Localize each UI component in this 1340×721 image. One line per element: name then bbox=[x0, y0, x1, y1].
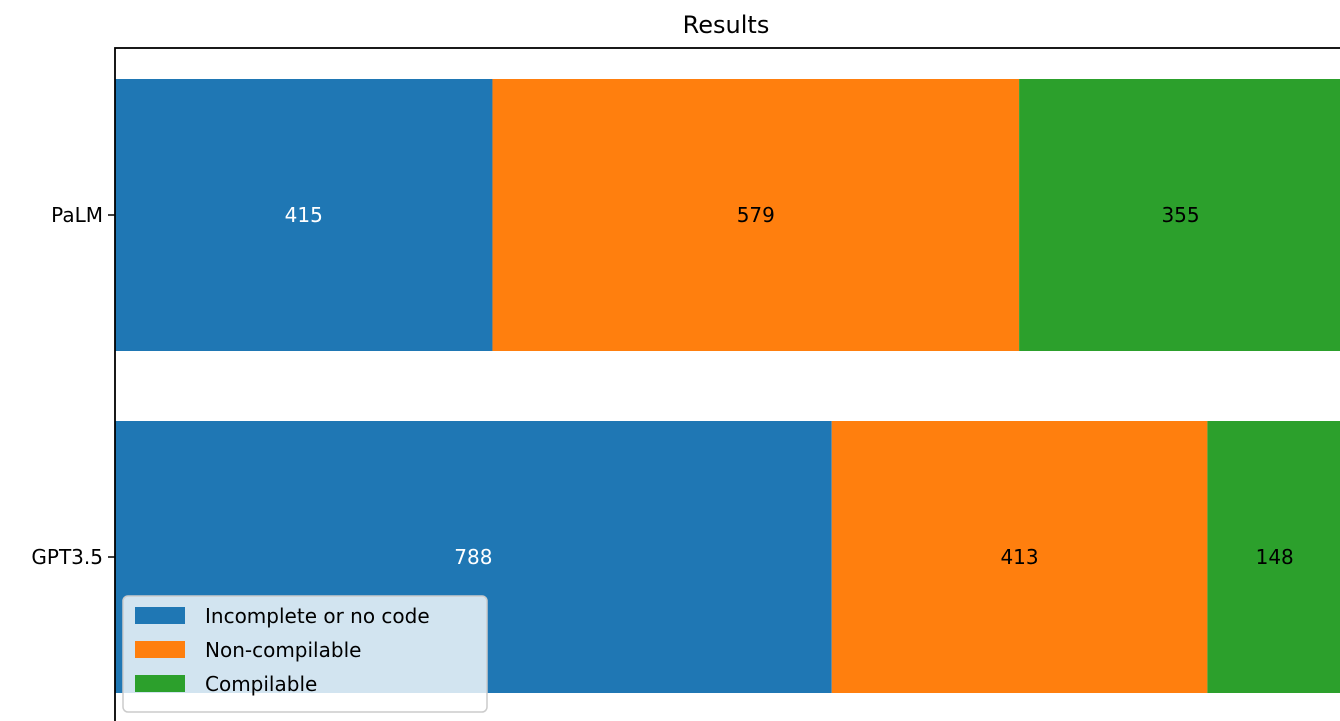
y-tick-label: PaLM bbox=[51, 203, 103, 227]
bar-palm-series-2 bbox=[1019, 79, 1340, 351]
y-tick-label: GPT3.5 bbox=[31, 545, 103, 569]
bar-value-label: 148 bbox=[1256, 545, 1294, 569]
bar-value-label: 415 bbox=[285, 203, 323, 227]
legend-box bbox=[122, 595, 488, 713]
legend-swatch bbox=[135, 607, 185, 624]
bar-palm-series-1 bbox=[492, 79, 1020, 351]
bar-value-label: 355 bbox=[1161, 203, 1199, 227]
legend-label: Incomplete or no code bbox=[205, 604, 430, 628]
bar-palm-series-0 bbox=[115, 79, 493, 351]
legend-swatch bbox=[135, 675, 185, 692]
bar-gpt35-series-1 bbox=[831, 421, 1208, 693]
bar-value-label: 579 bbox=[737, 203, 775, 227]
y-axis: PaLM GPT3.5 bbox=[31, 203, 115, 569]
bars-group: 415 579 355 788 413 148 bbox=[115, 79, 1340, 693]
bar-value-label: 788 bbox=[454, 545, 492, 569]
legend: Incomplete or no code Non-compilable Compi… bbox=[122, 595, 488, 713]
legend-swatch bbox=[135, 641, 185, 658]
legend-label: Non-compilable bbox=[205, 638, 361, 662]
legend-label: Compilable bbox=[205, 672, 317, 696]
chart-title: Results bbox=[683, 11, 770, 39]
bar-gpt35-series-2 bbox=[1207, 421, 1340, 693]
plot-frame bbox=[114, 47, 1340, 721]
bar-value-label: 413 bbox=[1000, 545, 1038, 569]
